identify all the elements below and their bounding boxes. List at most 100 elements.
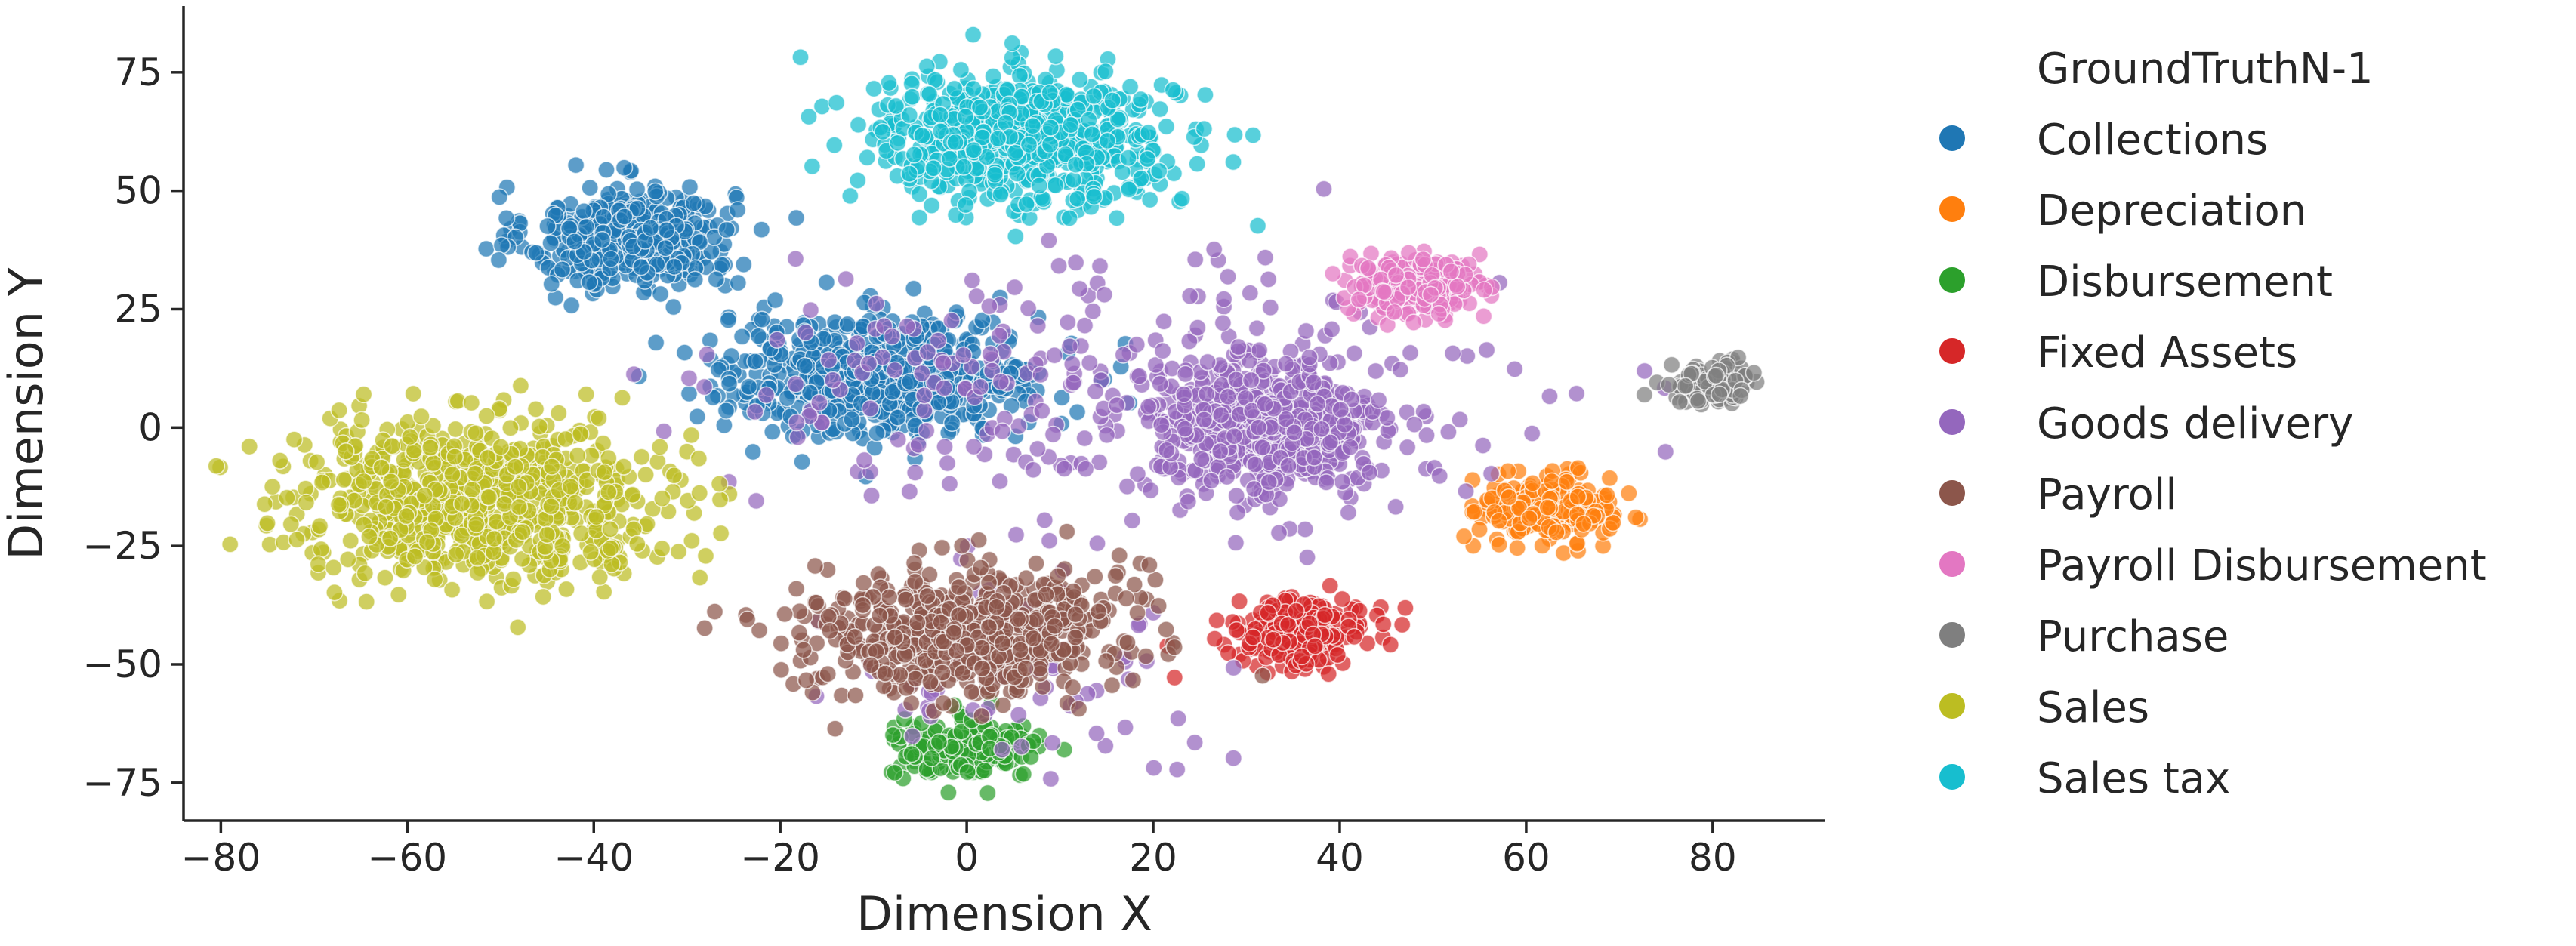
data-point (1385, 303, 1403, 322)
data-point (1066, 628, 1084, 647)
data-point (1635, 385, 1654, 404)
data-point (745, 402, 764, 421)
data-point (826, 720, 844, 738)
data-point (963, 271, 982, 290)
legend-label: Goods delivery (2037, 399, 2353, 448)
data-point (1008, 610, 1027, 628)
x-axis-title: Dimension X (856, 886, 1152, 941)
data-point (905, 464, 924, 482)
data-point (1214, 290, 1233, 309)
legend-item-sales: Sales (1938, 683, 2149, 732)
data-point (722, 347, 741, 365)
data-point (734, 255, 753, 274)
data-point (577, 217, 596, 236)
data-point (1321, 577, 1339, 595)
data-point (1069, 700, 1088, 718)
data-point (1448, 277, 1467, 296)
data-point (1188, 155, 1206, 173)
data-point (594, 208, 613, 226)
data-point (936, 437, 954, 456)
x-tick-label: −60 (368, 836, 448, 880)
data-point (905, 553, 924, 572)
data-point (1023, 117, 1042, 135)
data-point (637, 465, 655, 484)
data-point (397, 507, 415, 525)
data-point (1063, 355, 1081, 374)
data-point (680, 369, 699, 387)
data-point (401, 427, 419, 446)
legend-label: Disbursement (2037, 257, 2333, 307)
data-point (1360, 464, 1379, 482)
data-point (632, 257, 650, 276)
data-point (786, 249, 805, 268)
data-point (1333, 590, 1352, 609)
data-point (508, 618, 527, 636)
data-point (747, 491, 766, 510)
data-point (1140, 190, 1159, 209)
data-point (1248, 217, 1267, 235)
x-tick-label: −20 (740, 836, 820, 880)
data-point (1300, 348, 1319, 367)
data-point (680, 177, 699, 196)
data-point (1165, 668, 1184, 687)
data-point (1439, 423, 1458, 441)
data-point (1473, 436, 1492, 455)
data-point (577, 385, 596, 404)
data-point (1405, 313, 1423, 332)
data-point (1508, 538, 1526, 557)
data-point (1317, 473, 1335, 491)
data-point (553, 260, 572, 279)
data-point (646, 182, 665, 201)
legend-item-payroll-disbursement: Payroll Disbursement (1938, 541, 2487, 590)
data-point (530, 418, 549, 436)
data-point (902, 744, 921, 763)
data-point (1042, 634, 1061, 653)
data-point (853, 596, 872, 615)
legend-item-fixed-assets: Fixed Assets (1938, 328, 2297, 377)
data-point (1208, 611, 1226, 630)
data-point (1035, 511, 1054, 529)
data-point (1324, 264, 1342, 283)
data-point (1505, 360, 1524, 378)
data-point (973, 659, 992, 678)
data-point (905, 279, 923, 298)
data-point (744, 442, 762, 461)
x-tick-label: −80 (181, 836, 261, 880)
data-point (601, 539, 620, 558)
data-point (1244, 126, 1263, 144)
legend: GroundTruthN-1 CollectionsDepreciationDi… (1938, 45, 2487, 803)
data-point (1500, 488, 1518, 507)
data-point (986, 165, 1004, 184)
data-point (984, 67, 1002, 85)
data-point (1062, 116, 1080, 134)
data-point (542, 458, 561, 476)
data-point (270, 451, 289, 470)
data-point (838, 315, 856, 334)
data-point (913, 364, 931, 383)
data-point (1569, 459, 1587, 477)
data-point (641, 218, 660, 237)
data-point (1627, 508, 1645, 527)
data-point (821, 621, 839, 640)
legend-item-collections: Collections (1938, 116, 2268, 165)
data-point (772, 634, 791, 653)
data-point (1345, 627, 1363, 646)
data-point (490, 188, 509, 206)
data-point (1475, 281, 1493, 299)
data-point (1097, 426, 1116, 445)
data-point (1108, 396, 1126, 414)
data-point (710, 475, 729, 493)
data-point (795, 356, 814, 375)
data-point (1217, 467, 1236, 486)
data-point (898, 317, 916, 336)
data-point (1103, 676, 1121, 695)
data-point (824, 371, 842, 390)
y-axis-title: Dimension Y (0, 267, 54, 559)
data-point (987, 598, 1006, 617)
data-point (514, 522, 532, 541)
data-point (883, 327, 902, 346)
data-point (1140, 556, 1158, 575)
data-point (1306, 637, 1324, 655)
data-point (572, 524, 591, 543)
data-point (1256, 395, 1274, 414)
